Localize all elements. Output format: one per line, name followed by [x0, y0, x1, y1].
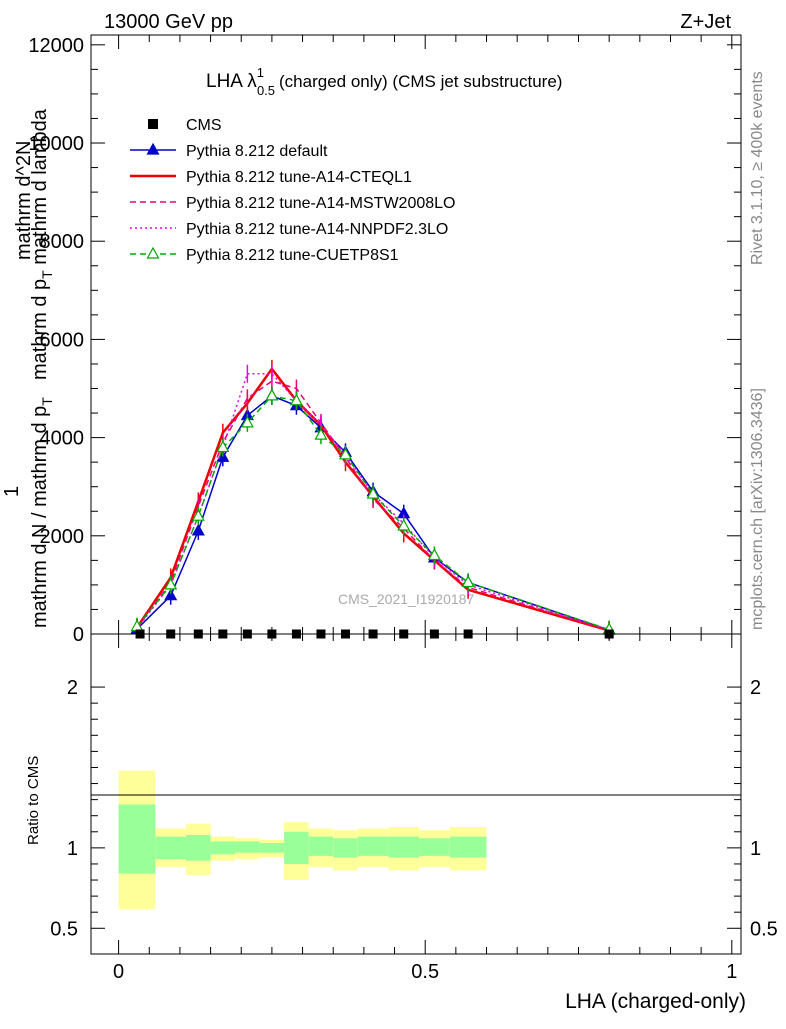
legend-item-0: Pythia 8.212 default [130, 142, 328, 160]
ratio-band-green [259, 843, 285, 853]
ratio-band-green [308, 836, 334, 856]
ratio-tick-label-right: 2 [750, 677, 761, 699]
main-axis-ticks: 0 2000 4000 6000 8000 10000 12000 [28, 35, 741, 646]
series-point [314, 427, 328, 440]
series-point [461, 575, 475, 588]
legend-label: Pythia 8.212 tune-CUETP8S1 [186, 247, 399, 264]
ratio-band-green [155, 836, 187, 860]
series-point [216, 440, 230, 453]
y-tick-label: 12000 [28, 35, 84, 57]
ratio-band-green [357, 836, 389, 856]
series-point [164, 588, 178, 601]
ratio-band-green [118, 804, 156, 874]
series-point [191, 508, 205, 521]
ratio-band-green [186, 835, 211, 861]
header-left: 13000 GeV pp [104, 11, 233, 33]
ratio-frame [90, 633, 742, 955]
legend-label: Pythia 8.212 default [186, 143, 328, 160]
y-axis-label: mathrm d^2N mathrm d pT mathrm d lambda … [1, 108, 55, 628]
legend: CMS Pythia 8.212 default Pythia 8.212 tune… [130, 117, 455, 264]
watermark: CMS_2021_I1920187 [338, 591, 474, 607]
series-point [240, 415, 254, 428]
legend-label: Pythia 8.212 tune-A14-NNPDF2.3LO [186, 221, 448, 238]
ratio-bands [118, 770, 487, 909]
series-layer [130, 359, 616, 640]
ylabel-top: mathrm d^2N [13, 141, 35, 260]
legend-item-1: Pythia 8.212 tune-A14-CTEQL1 [130, 169, 412, 186]
ratio-band-green [449, 836, 487, 858]
series-line-1 [135, 366, 610, 632]
legend-item-cms: CMS [148, 117, 222, 134]
chart-title: LHA λ1 0.5 (charged only) (CMS jet substru… [206, 65, 562, 98]
series-point [191, 523, 205, 536]
legend-item-3: Pythia 8.212 tune-A14-NNPDF2.3LO [130, 221, 448, 238]
ratio-band-green [284, 831, 309, 864]
mcplots-label: mcplots.cern.ch [arXiv:1306.3436] [749, 388, 766, 630]
series-point [289, 393, 303, 406]
x-tick-label: 1 [726, 961, 737, 983]
legend-label: Pythia 8.212 tune-A14-CTEQL1 [186, 169, 412, 186]
ylabel-den-a: mathrm d pT mathrm d lambda [29, 108, 55, 380]
series-point [338, 447, 352, 460]
legend-item-4: Pythia 8.212 tune-CUETP8S1 [130, 246, 399, 264]
series-point [366, 486, 380, 499]
ylabel-den-b: mathrm d N / mathrm d pT [29, 397, 55, 628]
ratio-ylabel: Ratio to CMS [25, 756, 42, 845]
y-tick-label: 0 [73, 624, 84, 646]
ratio-tick-label: 2 [67, 677, 78, 699]
y-tick-label: 4000 [40, 428, 85, 450]
series-line-3 [136, 373, 610, 631]
y-tick-label: 6000 [40, 329, 85, 351]
ratio-tick-label: 0.5 [50, 918, 78, 940]
legend-item-2: Pythia 8.212 tune-A14-MSTW2008LO [130, 195, 455, 212]
series-point [427, 548, 441, 561]
series-line-2 [136, 380, 610, 632]
series-point [164, 577, 178, 590]
rivet-label: Rivet 3.1.10, ≥ 400k events [749, 71, 766, 265]
y-tick-label: 2000 [40, 526, 85, 548]
legend-label: CMS [186, 117, 222, 134]
ratio-band-green [333, 838, 358, 858]
x-tick-label: 0.5 [411, 961, 439, 983]
legend-label: Pythia 8.212 tune-A14-MSTW2008LO [186, 195, 455, 212]
y-tick-label: 10000 [28, 133, 84, 155]
ratio-tick-label-right: 0.5 [750, 918, 778, 940]
x-tick-label: 0 [113, 961, 124, 983]
ratio-band-green [210, 841, 236, 855]
series-point [397, 518, 411, 531]
x-axis-label: LHA (charged-only) [565, 990, 746, 1013]
legend-marker [146, 246, 160, 259]
ylabel-one: 1 [1, 486, 23, 497]
ratio-band-green [235, 841, 260, 853]
y-tick-label: 8000 [40, 231, 85, 253]
header-right: Z+Jet [680, 11, 731, 33]
series-point [265, 388, 279, 401]
legend-marker [146, 142, 160, 155]
ratio-tick-label-right: 1 [750, 838, 761, 860]
ratio-tick-label: 1 [67, 838, 78, 860]
ratio-band-green [388, 836, 420, 858]
x-axis-ticks: 0 0.5 1 [113, 961, 737, 983]
ratio-axis-ticks: 0.5 0.5 1 1 2 2 [50, 634, 778, 954]
ratio-band-green [419, 838, 450, 856]
legend-cms-marker [148, 119, 158, 129]
